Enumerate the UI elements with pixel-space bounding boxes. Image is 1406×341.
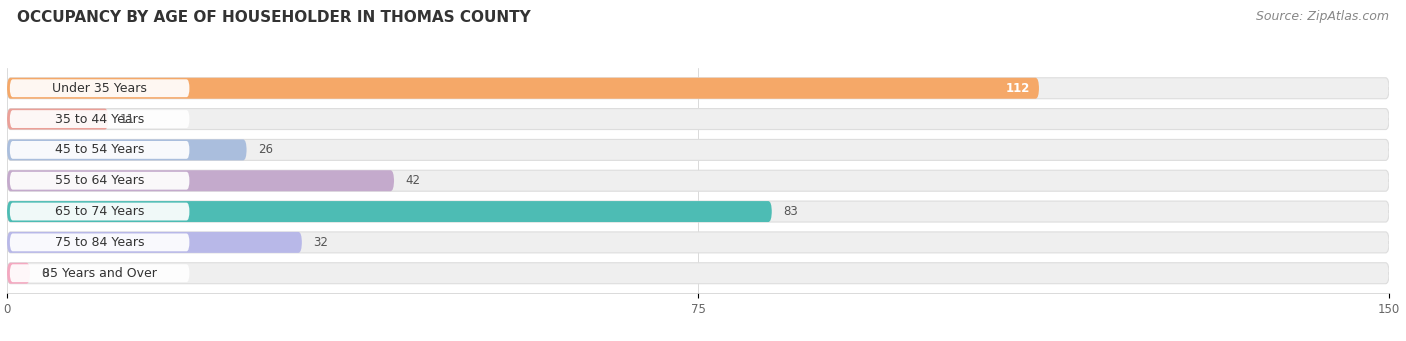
Text: 0: 0 — [41, 267, 48, 280]
Text: 45 to 54 Years: 45 to 54 Years — [55, 144, 145, 157]
FancyBboxPatch shape — [7, 108, 1389, 130]
FancyBboxPatch shape — [7, 108, 108, 130]
Text: 26: 26 — [257, 144, 273, 157]
Text: Under 35 Years: Under 35 Years — [52, 82, 148, 95]
FancyBboxPatch shape — [10, 110, 190, 128]
FancyBboxPatch shape — [7, 232, 302, 253]
Text: 32: 32 — [314, 236, 328, 249]
Text: OCCUPANCY BY AGE OF HOUSEHOLDER IN THOMAS COUNTY: OCCUPANCY BY AGE OF HOUSEHOLDER IN THOMA… — [17, 10, 530, 25]
Text: 35 to 44 Years: 35 to 44 Years — [55, 113, 145, 125]
FancyBboxPatch shape — [7, 232, 1389, 253]
Text: 42: 42 — [405, 174, 420, 187]
FancyBboxPatch shape — [7, 201, 1389, 222]
Text: 112: 112 — [1005, 82, 1029, 95]
FancyBboxPatch shape — [10, 79, 190, 97]
FancyBboxPatch shape — [7, 139, 246, 160]
FancyBboxPatch shape — [10, 172, 190, 190]
Text: 85 Years and Over: 85 Years and Over — [42, 267, 157, 280]
FancyBboxPatch shape — [10, 141, 190, 159]
Text: 83: 83 — [783, 205, 797, 218]
FancyBboxPatch shape — [7, 78, 1389, 99]
FancyBboxPatch shape — [7, 170, 394, 191]
FancyBboxPatch shape — [7, 78, 1039, 99]
Text: 11: 11 — [120, 113, 135, 125]
Text: 75 to 84 Years: 75 to 84 Years — [55, 236, 145, 249]
Text: 65 to 74 Years: 65 to 74 Years — [55, 205, 145, 218]
Text: 55 to 64 Years: 55 to 64 Years — [55, 174, 145, 187]
FancyBboxPatch shape — [10, 264, 190, 282]
Text: Source: ZipAtlas.com: Source: ZipAtlas.com — [1256, 10, 1389, 23]
FancyBboxPatch shape — [7, 170, 1389, 191]
FancyBboxPatch shape — [7, 201, 772, 222]
FancyBboxPatch shape — [7, 263, 1389, 284]
FancyBboxPatch shape — [7, 139, 1389, 160]
FancyBboxPatch shape — [10, 203, 190, 221]
FancyBboxPatch shape — [7, 263, 30, 284]
FancyBboxPatch shape — [10, 234, 190, 251]
